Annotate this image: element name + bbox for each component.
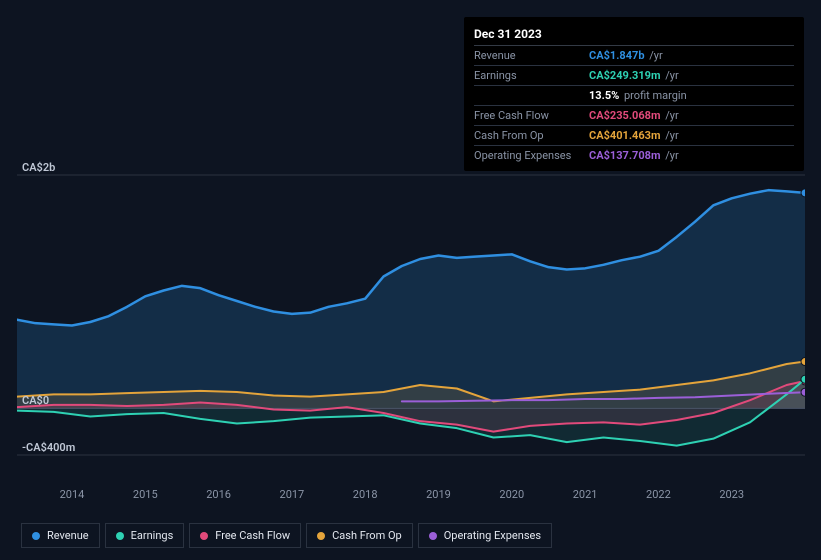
chart-legend: Revenue Earnings Free Cash Flow Cash From O… <box>21 523 552 548</box>
x-axis-tick-label: 2016 <box>206 488 231 501</box>
tooltip-rows: RevenueCA$1.847b /yrEarningsCA$249.319m … <box>474 46 794 165</box>
legend-item[interactable]: Earnings <box>105 523 185 548</box>
legend-item[interactable]: Operating Expenses <box>418 523 552 548</box>
x-axis-tick-label: 2023 <box>719 488 744 501</box>
legend-item[interactable]: Cash From Op <box>306 523 413 548</box>
tooltip-row: Cash From OpCA$401.463m /yr <box>474 126 794 146</box>
legend-dot-icon <box>116 532 124 540</box>
tooltip-metric-value: 13.5% <box>589 89 619 102</box>
x-axis-tick-label: 2018 <box>353 488 378 501</box>
tooltip-metric-unit: /yr <box>662 69 678 82</box>
legend-dot-icon <box>429 532 437 540</box>
financials-chart[interactable]: CA$2b CA$0 -CA$400m 2014 2015 2016 2017 2018 20… <box>17 155 805 515</box>
legend-dot-icon <box>317 532 325 540</box>
tooltip-metric-label <box>474 89 589 102</box>
legend-item[interactable]: Free Cash Flow <box>189 523 301 548</box>
x-axis-tick-label: 2017 <box>280 488 305 501</box>
tooltip-date: Dec 31 2023 <box>474 23 794 46</box>
legend-label: Revenue <box>47 529 89 542</box>
x-axis-tick-label: 2014 <box>60 488 85 501</box>
x-axis-tick-label: 2020 <box>499 488 524 501</box>
tooltip-metric-label: Revenue <box>474 49 589 62</box>
tooltip-metric-unit: /yr <box>662 109 678 122</box>
tooltip-metric-unit: /yr <box>647 49 663 62</box>
tooltip-metric-unit: profit margin <box>621 89 686 102</box>
tooltip-row: EarningsCA$249.319m /yr <box>474 66 794 86</box>
chart-tooltip: Dec 31 2023 RevenueCA$1.847b /yrEarnings… <box>464 17 804 171</box>
y-axis-tick-label: CA$0 <box>22 394 49 407</box>
tooltip-metric-value: CA$401.463m <box>589 129 660 142</box>
tooltip-metric-label: Cash From Op <box>474 129 589 142</box>
x-axis-tick-label: 2015 <box>133 488 158 501</box>
legend-label: Operating Expenses <box>444 529 541 542</box>
legend-item[interactable]: Revenue <box>21 523 100 548</box>
legend-label: Cash From Op <box>332 529 402 542</box>
tooltip-row: 13.5% profit margin <box>474 86 794 106</box>
x-axis-tick-label: 2019 <box>426 488 451 501</box>
tooltip-metric-label: Earnings <box>474 69 589 82</box>
tooltip-metric-value: CA$249.319m <box>589 69 660 82</box>
tooltip-metric-label: Free Cash Flow <box>474 109 589 122</box>
x-axis-tick-label: 2021 <box>573 488 598 501</box>
x-axis-tick-label: 2022 <box>646 488 671 501</box>
tooltip-metric-value: CA$235.068m <box>589 109 660 122</box>
y-axis-tick-label: CA$2b <box>22 161 55 174</box>
legend-label: Earnings <box>131 529 174 542</box>
y-axis-tick-label: -CA$400m <box>22 441 75 454</box>
tooltip-row: RevenueCA$1.847b /yr <box>474 46 794 66</box>
tooltip-metric-value: CA$1.847b <box>589 49 645 62</box>
legend-dot-icon <box>32 532 40 540</box>
legend-dot-icon <box>200 532 208 540</box>
chart-svg <box>17 155 805 485</box>
legend-label: Free Cash Flow <box>215 529 290 542</box>
tooltip-row: Free Cash FlowCA$235.068m /yr <box>474 106 794 126</box>
tooltip-metric-unit: /yr <box>662 129 678 142</box>
